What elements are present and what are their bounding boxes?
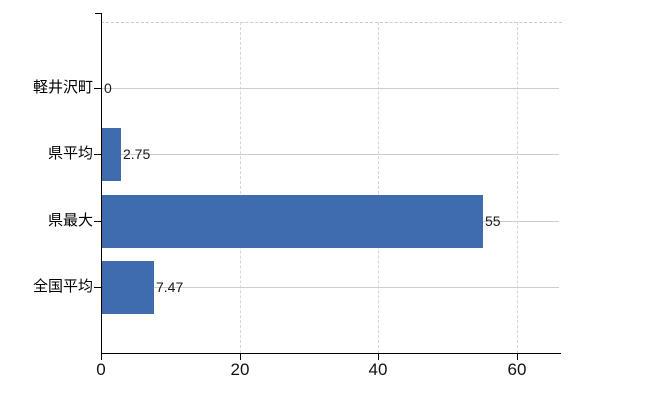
h-gridline <box>101 88 559 89</box>
category-label: 県平均 <box>47 145 93 162</box>
v-gridline <box>378 22 379 353</box>
y-axis-top-tick <box>95 13 101 14</box>
x-axis-tick <box>378 353 379 360</box>
bar <box>102 261 154 314</box>
category-label: 県最大 <box>47 212 93 229</box>
y-axis-line <box>101 13 102 360</box>
x-axis-tick <box>101 353 102 360</box>
bar-value-label: 55 <box>485 213 501 229</box>
v-gridline <box>240 22 241 353</box>
x-tick-label: 0 <box>96 360 106 379</box>
x-tick-label: 20 <box>230 360 250 379</box>
bar-value-label: 2.75 <box>123 146 151 162</box>
plot-top-border <box>101 22 562 23</box>
x-axis-line <box>101 353 561 354</box>
x-tick-label: 40 <box>368 360 388 379</box>
y-axis-tick <box>94 287 101 288</box>
x-axis-tick <box>517 353 518 360</box>
category-label: 全国平均 <box>32 278 93 295</box>
x-tick-label: 60 <box>507 360 527 379</box>
bar <box>102 195 483 248</box>
bar-value-label: 7.47 <box>156 279 184 295</box>
y-axis-tick <box>94 154 101 155</box>
h-gridline <box>101 287 559 288</box>
bar <box>102 128 121 181</box>
y-axis-tick <box>94 221 101 222</box>
bar-value-label: 0 <box>104 80 112 96</box>
y-axis-tick <box>94 88 101 89</box>
x-axis-tick <box>240 353 241 360</box>
category-label: 軽井沢町 <box>32 79 93 96</box>
h-gridline <box>101 154 559 155</box>
v-gridline <box>517 22 518 353</box>
